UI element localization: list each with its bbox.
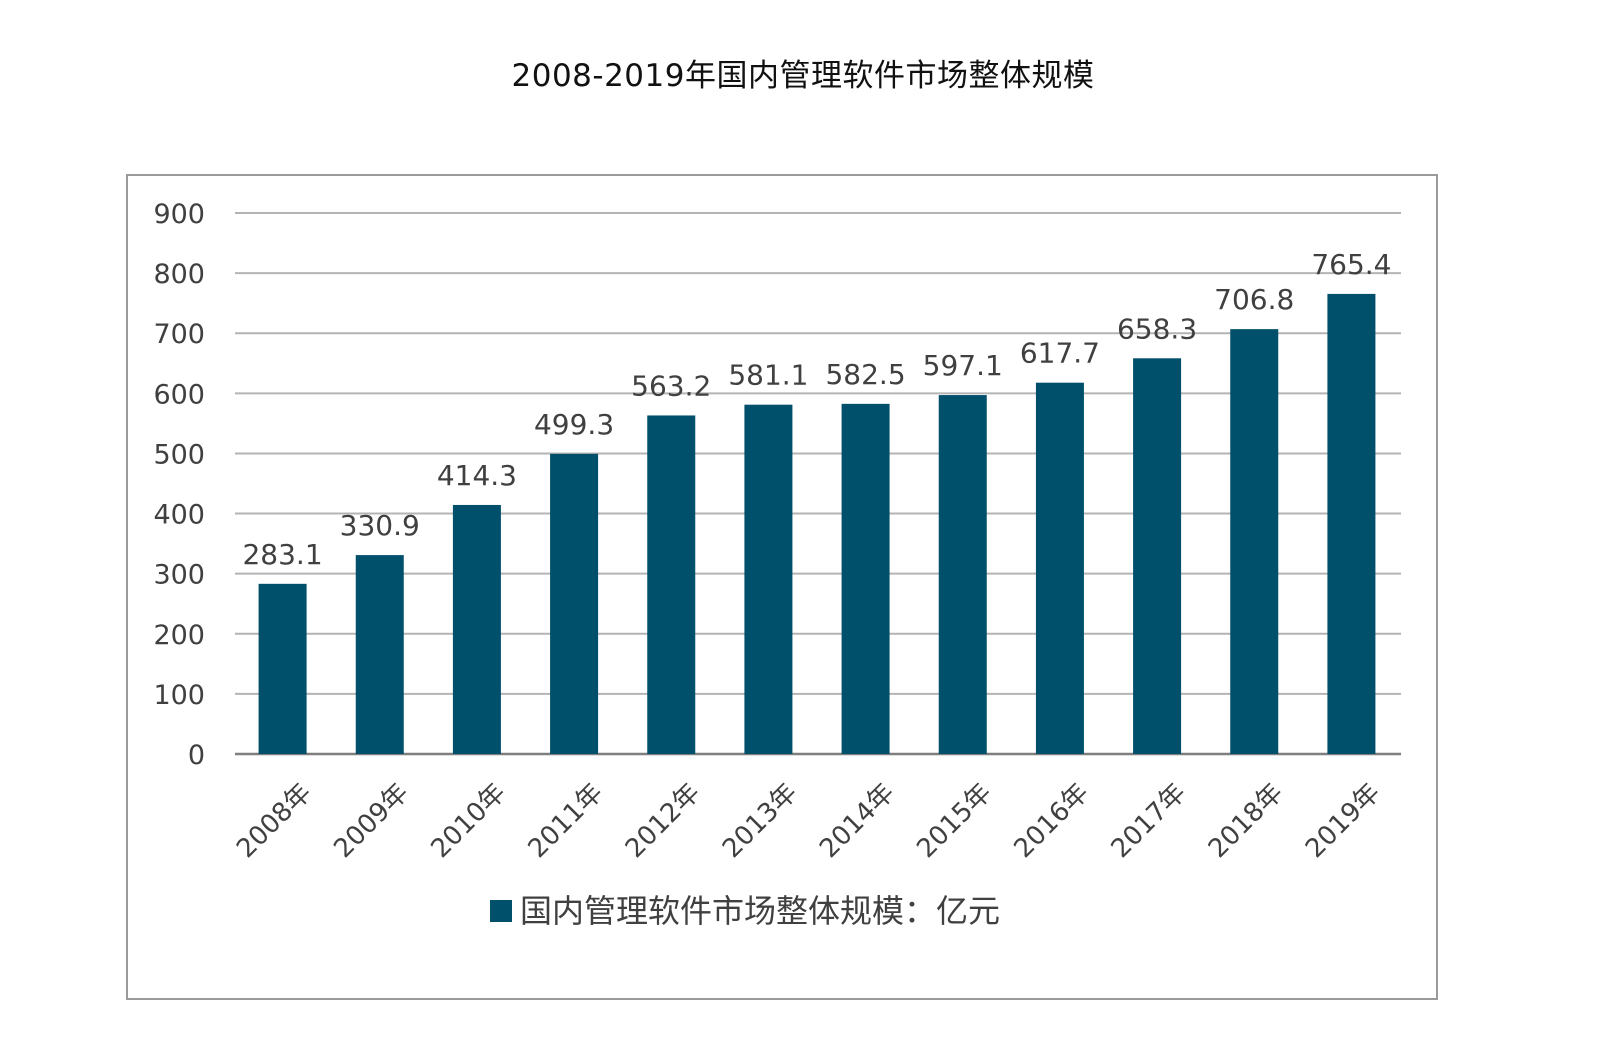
category-label: 2010年 (425, 778, 511, 864)
data-label: 658.3 (1117, 312, 1197, 345)
page-title: 2008-2019年国内管理软件市场整体规模 (511, 58, 1095, 94)
y-tick-label: 0 (188, 740, 205, 771)
bar (258, 583, 307, 754)
legend-label: 国内管理软件市场整体规模：亿元 (520, 892, 1000, 930)
x-axis-categories: 2008年 2009年 2010年 2011年 2012年 2013年 2014年 2015年… (231, 778, 1386, 864)
bar (1230, 329, 1279, 754)
data-label: 563.2 (631, 369, 711, 402)
category-label: 2008年 (231, 778, 317, 864)
data-label: 330.9 (340, 509, 420, 542)
bar (1035, 382, 1084, 754)
legend-swatch (490, 900, 512, 922)
data-label: 582.5 (825, 358, 905, 391)
data-label: 706.8 (1214, 283, 1294, 316)
data-labels: 283.1 330.9 414.3 499.3 563.2 581.1 582.5 597.1… (242, 248, 1391, 571)
y-tick-label: 400 (153, 500, 205, 531)
category-label: 2016年 (1008, 778, 1094, 864)
y-tick-label: 100 (153, 680, 205, 711)
category-label: 2017年 (1106, 778, 1192, 864)
category-label: 2011年 (523, 778, 609, 864)
category-label: 2012年 (620, 778, 706, 864)
bar-chart: 0 100 200 300 400 500 600 700 800 900 283.1 330.9 4… (153, 199, 1401, 930)
category-label: 2009年 (328, 778, 414, 864)
bar (744, 404, 793, 754)
legend: 国内管理软件市场整体规模：亿元 (490, 892, 1000, 930)
bar (355, 555, 404, 754)
category-label: 2015年 (911, 778, 997, 864)
data-label: 617.7 (1020, 337, 1100, 370)
y-tick-label: 200 (153, 620, 205, 651)
data-label: 283.1 (242, 538, 322, 571)
bar (1327, 293, 1376, 754)
category-label: 2014年 (814, 778, 900, 864)
data-label: 597.1 (923, 349, 1003, 382)
bar (647, 415, 696, 754)
y-tick-label: 300 (153, 560, 205, 591)
bar (938, 395, 987, 754)
data-label: 581.1 (728, 359, 808, 392)
data-label: 765.4 (1311, 248, 1391, 281)
bar (452, 504, 501, 754)
y-tick-label: 700 (153, 319, 205, 350)
chart-frame: 0 100 200 300 400 500 600 700 800 900 283.1 330.9 4… (126, 174, 1438, 1000)
data-label: 499.3 (534, 408, 614, 441)
y-tick-label: 600 (153, 379, 205, 410)
bars (258, 293, 1376, 754)
y-tick-label: 900 (153, 199, 205, 230)
data-label: 414.3 (437, 459, 517, 492)
bar (550, 453, 599, 754)
bar (841, 403, 890, 754)
bar (1133, 358, 1182, 754)
category-label: 2018年 (1203, 778, 1289, 864)
y-axis-ticks: 0 100 200 300 400 500 600 700 800 900 (153, 199, 205, 771)
y-tick-label: 800 (153, 259, 205, 290)
category-label: 2013年 (717, 778, 803, 864)
category-label: 2019年 (1300, 778, 1386, 864)
y-tick-label: 500 (153, 439, 205, 470)
gridlines (235, 212, 1401, 756)
